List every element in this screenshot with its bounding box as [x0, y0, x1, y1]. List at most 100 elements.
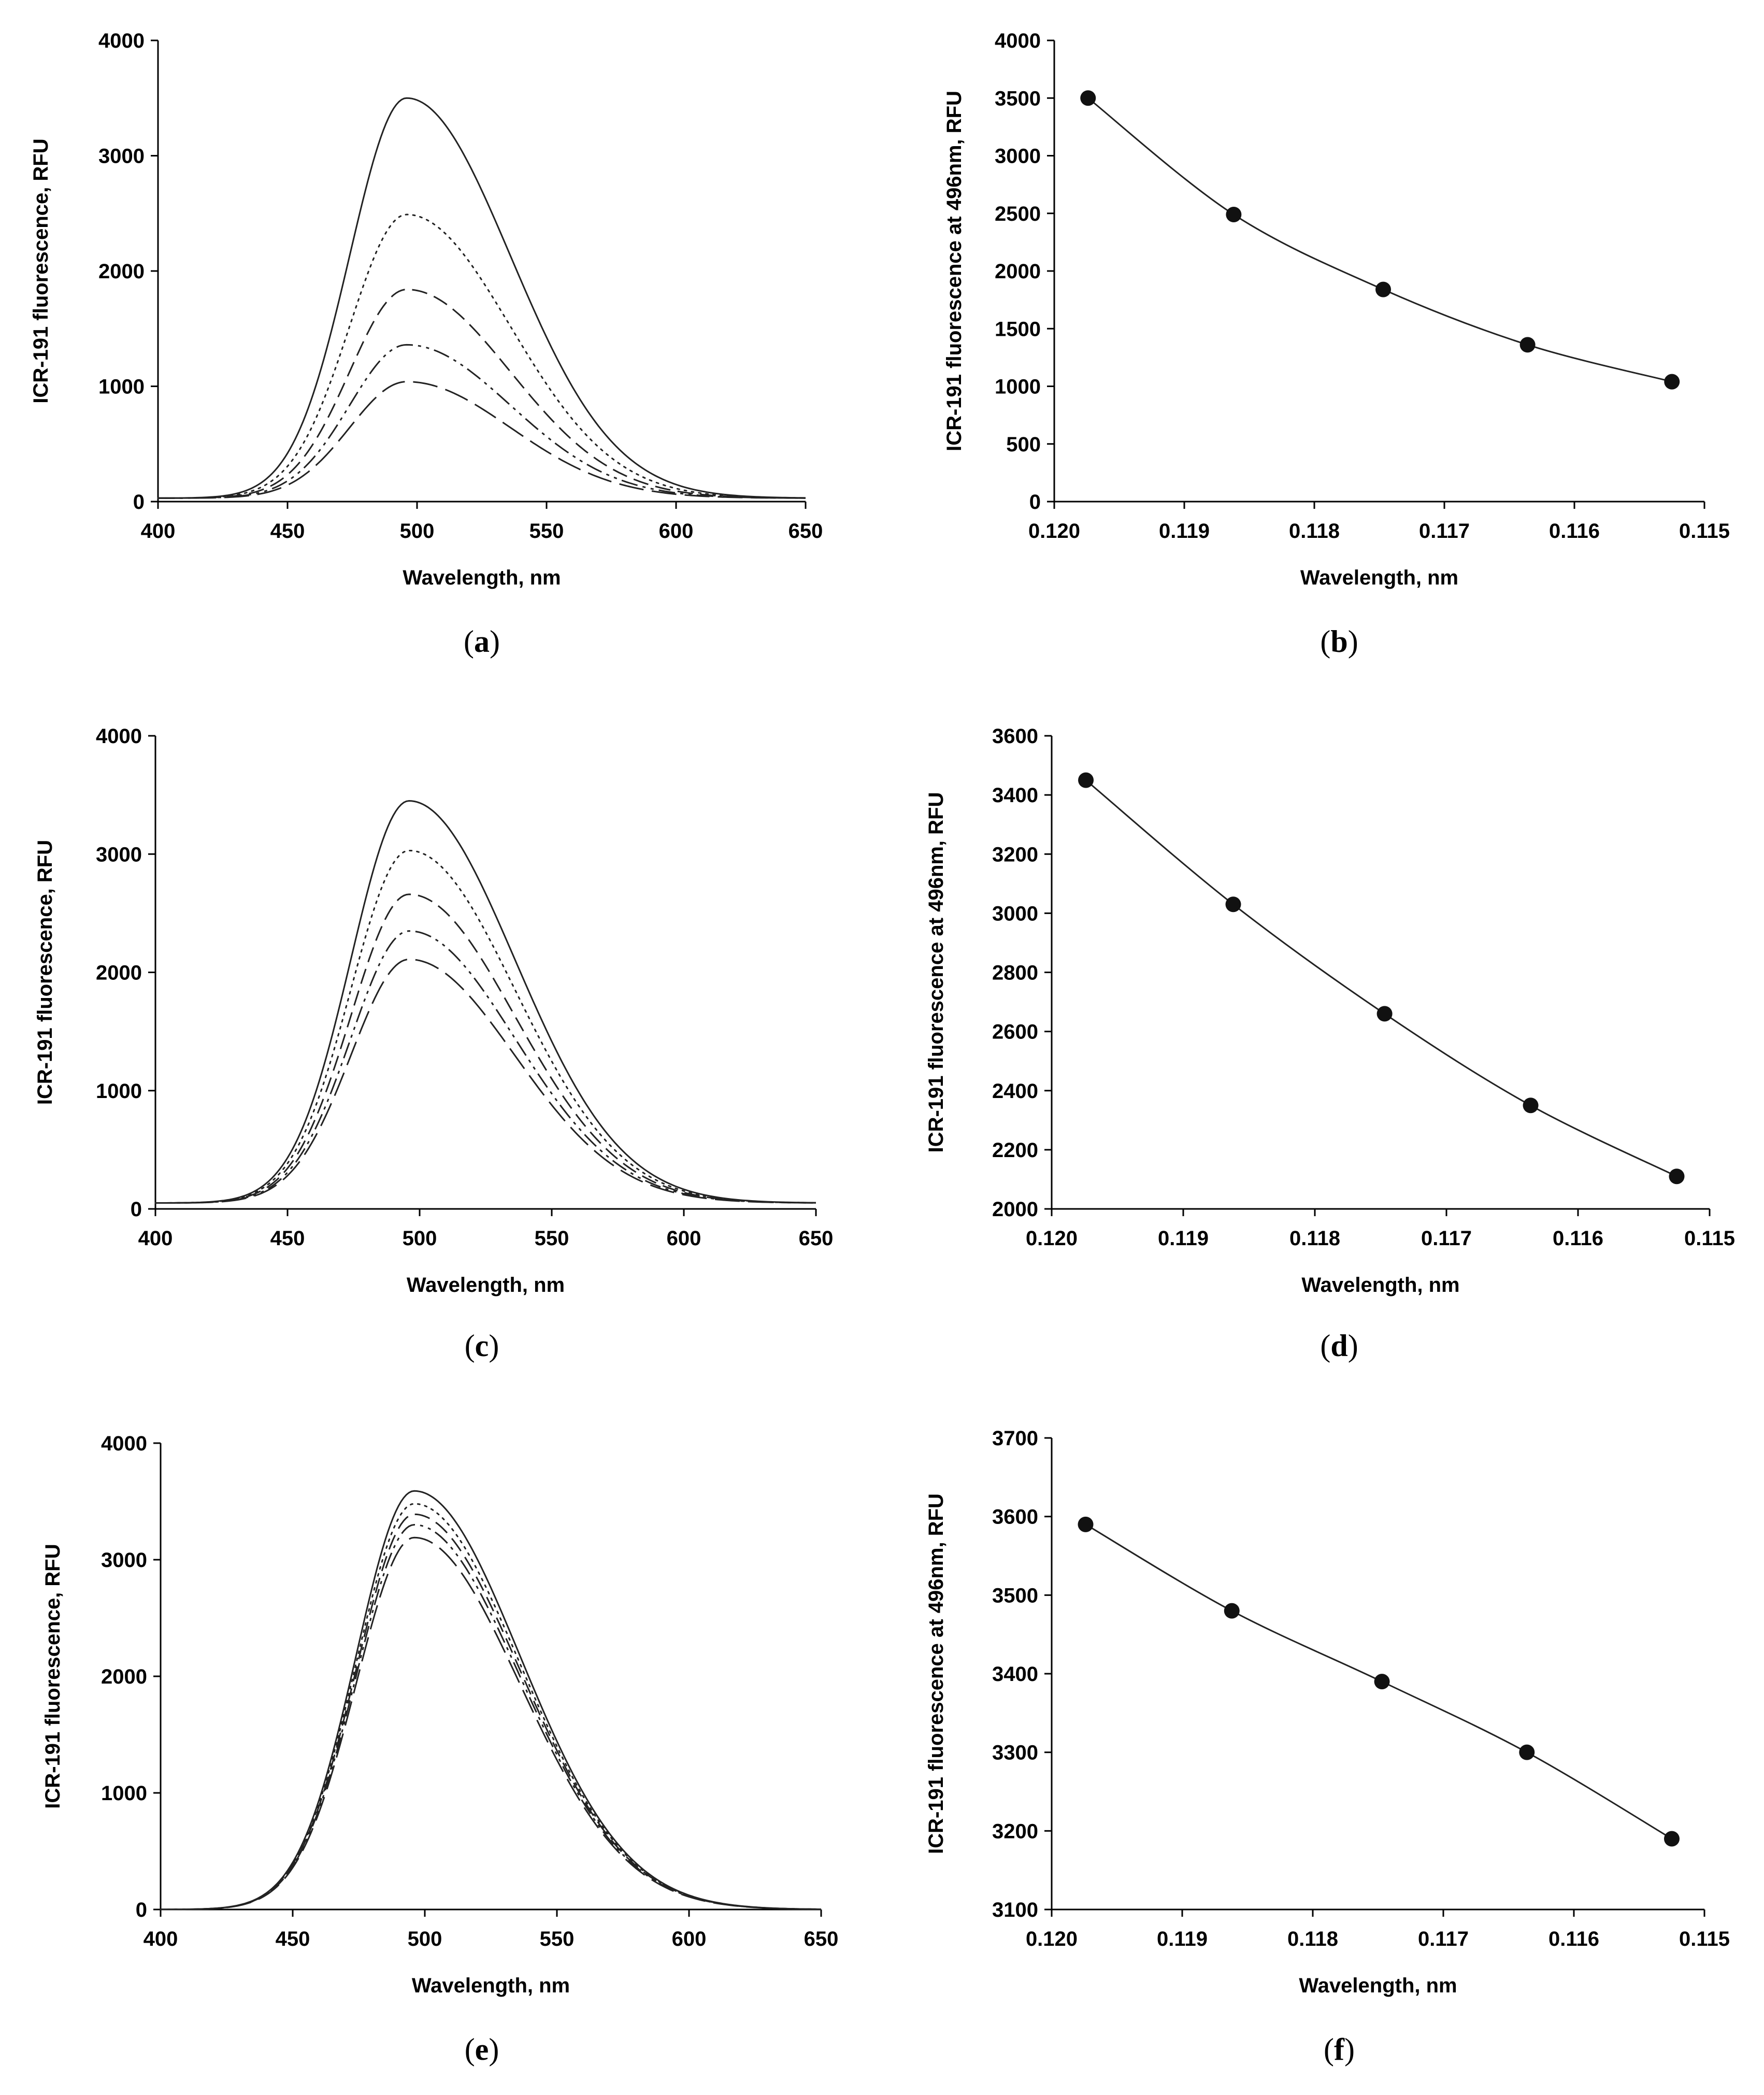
y-tick-label: 2200 — [992, 1139, 1038, 1162]
y-tick-label: 3000 — [992, 902, 1038, 925]
y-axis-label: ICR-191 fluorescence, RFU — [30, 138, 52, 403]
x-tick-label: 0.117 — [1421, 1227, 1472, 1250]
x-tick-label: 600 — [659, 520, 694, 543]
x-tick-label: 450 — [276, 1928, 310, 1950]
y-tick-label: 1000 — [101, 1782, 147, 1805]
y-tick-label: 3400 — [992, 1663, 1038, 1686]
panel-b: 0 500 1000 1500 2000 2500 3000 3500 4000 0.120 0.1… — [943, 30, 1730, 659]
x-tick-label: 600 — [667, 1227, 701, 1250]
y-tick-label: 3300 — [992, 1742, 1038, 1764]
x-axis-label: Wavelength, nm — [1301, 1274, 1459, 1296]
y-tick-label: 3700 — [992, 1427, 1038, 1450]
series-curve-3 — [161, 1513, 821, 1911]
x-tick-label: 500 — [400, 520, 435, 543]
data-point — [1664, 374, 1680, 390]
y-tick-label: 2500 — [995, 203, 1041, 225]
x-axis-label: Wavelength, nm — [407, 1274, 565, 1296]
x-tick-label: 600 — [672, 1928, 707, 1950]
x-tick-label: 0.119 — [1158, 1227, 1209, 1250]
y-tick-label: 1000 — [98, 376, 145, 398]
data-point — [1226, 206, 1242, 222]
y-tick-label: 2000 — [96, 962, 142, 985]
x-tick-label: 0.115 — [1684, 1227, 1735, 1250]
x-tick-label: 550 — [529, 520, 564, 543]
x-tick-label: 650 — [804, 1928, 839, 1950]
series-curve-1 — [161, 1490, 821, 1911]
x-tick-label: 0.119 — [1159, 520, 1210, 543]
y-tick-label: 500 — [1006, 433, 1041, 456]
y-tick-label: 4000 — [96, 725, 142, 748]
y-tick-label: 3000 — [96, 843, 142, 866]
x-tick-label: 0.118 — [1289, 1227, 1340, 1250]
x-tick-label: 0.120 — [1026, 1227, 1078, 1250]
panel-a: 0 1000 2000 3000 4000 400 450 500 550 600 650 Wavel… — [30, 30, 823, 659]
data-point — [1374, 1674, 1390, 1690]
series-curve-5 — [158, 381, 806, 499]
series-curve-1 — [158, 97, 806, 499]
x-tick-label: 0.118 — [1287, 1928, 1338, 1950]
x-tick-label: 0.115 — [1679, 520, 1730, 543]
panel-label: (e) — [465, 2032, 499, 2067]
y-tick-label: 3200 — [992, 843, 1038, 866]
y-tick-label: 2800 — [992, 962, 1038, 985]
panel-label: (b) — [1320, 624, 1358, 659]
data-point — [1523, 1098, 1539, 1114]
y-tick-label: 3600 — [992, 725, 1038, 748]
series-curve-1 — [155, 800, 816, 1204]
series-curve-5 — [155, 958, 816, 1204]
y-tick-label: 3000 — [101, 1549, 147, 1572]
x-tick-label: 0.119 — [1157, 1928, 1208, 1950]
data-point — [1080, 90, 1096, 106]
y-tick-label: 3100 — [992, 1899, 1038, 1921]
x-axis-label: Wavelength, nm — [1299, 1974, 1457, 1997]
trend-line — [1087, 97, 1672, 383]
x-tick-label: 0.116 — [1553, 1227, 1603, 1250]
y-axis-label: ICR-191 fluorescence, RFU — [41, 1544, 64, 1808]
y-tick-label: 2000 — [101, 1665, 147, 1688]
y-tick-label: 0 — [131, 1198, 142, 1221]
y-tick-label: 2000 — [98, 260, 145, 283]
y-tick-label: 2000 — [995, 260, 1041, 283]
x-tick-label: 650 — [799, 1227, 834, 1250]
x-tick-label: 550 — [535, 1227, 569, 1250]
x-tick-label: 400 — [138, 1227, 173, 1250]
data-point — [1664, 1831, 1680, 1847]
x-tick-label: 450 — [270, 520, 305, 543]
y-tick-label: 2000 — [992, 1198, 1038, 1221]
data-point — [1519, 337, 1536, 353]
data-point — [1375, 281, 1392, 297]
data-point — [1519, 1744, 1535, 1760]
y-tick-label: 1000 — [995, 376, 1041, 398]
panel-e: 0 1000 2000 3000 4000 400 450 500 550 600 650 Wavel… — [41, 1432, 838, 2067]
data-point — [1078, 772, 1094, 788]
y-tick-label: 1500 — [995, 318, 1041, 340]
x-tick-label: 0.115 — [1679, 1928, 1730, 1950]
x-tick-label: 0.117 — [1418, 1928, 1469, 1950]
x-tick-label: 400 — [144, 1928, 178, 1950]
x-axis-label: Wavelength, nm — [403, 566, 561, 589]
y-tick-label: 3000 — [995, 145, 1041, 168]
x-tick-label: 500 — [408, 1928, 442, 1950]
x-tick-label: 0.117 — [1419, 520, 1470, 543]
series-curve-2 — [160, 1503, 822, 1911]
data-point — [1376, 1006, 1393, 1022]
x-tick-label: 0.118 — [1289, 520, 1340, 543]
trend-line — [1085, 779, 1677, 1177]
y-tick-label: 2400 — [992, 1080, 1038, 1103]
y-axis-label: ICR-191 fluorescence at 496nm, RFU — [925, 1493, 948, 1854]
series-curve-3 — [155, 893, 816, 1204]
y-tick-label: 0 — [136, 1899, 147, 1921]
series-curve-2 — [154, 849, 817, 1204]
series-curve-5 — [161, 1536, 822, 1911]
y-tick-label: 3500 — [995, 87, 1041, 110]
panel-label: (c) — [465, 1329, 499, 1363]
series-curve-4 — [155, 930, 816, 1204]
series-curve-2 — [157, 213, 807, 499]
y-axis-label: ICR-191 fluorescence at 496nm, RFU — [925, 792, 948, 1153]
y-tick-label: 4000 — [995, 30, 1041, 52]
x-tick-label: 0.116 — [1548, 1928, 1599, 1950]
data-point — [1224, 1603, 1240, 1619]
x-tick-label: 0.120 — [1028, 520, 1080, 543]
panel-label: (d) — [1320, 1329, 1358, 1363]
